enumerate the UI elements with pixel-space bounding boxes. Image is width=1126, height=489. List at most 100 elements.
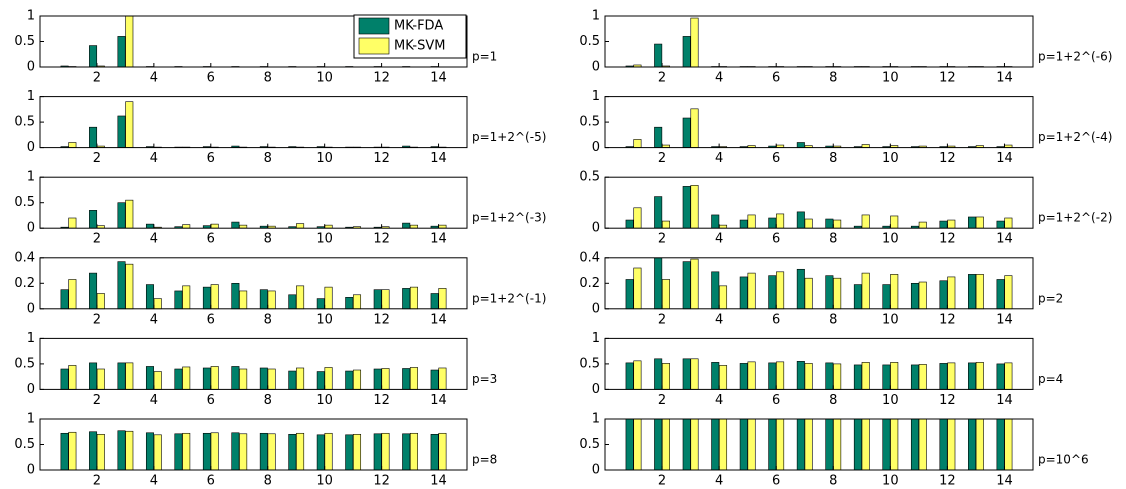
bar <box>89 126 98 148</box>
bar <box>939 280 948 310</box>
bar <box>861 362 870 390</box>
bar <box>202 432 211 471</box>
y-tick-label: 0 <box>27 140 35 155</box>
x-tick-label: 8 <box>829 71 837 86</box>
bar <box>853 364 862 390</box>
bar <box>409 367 418 390</box>
x-tick-label: 2 <box>658 151 666 166</box>
bar <box>739 219 748 229</box>
bar <box>117 362 126 390</box>
bar <box>796 361 805 390</box>
x-tick-label: 10 <box>882 393 899 408</box>
x-tick-label: 8 <box>264 312 272 327</box>
x-tick-label: 8 <box>829 151 837 166</box>
y-tick-label: 0 <box>27 60 35 75</box>
bar <box>89 431 98 471</box>
bar <box>947 418 956 471</box>
bar <box>654 126 663 148</box>
bar <box>768 418 777 471</box>
bar <box>825 275 834 310</box>
bar <box>117 261 126 310</box>
x-tick-label: 8 <box>264 232 272 247</box>
annotation: p=3 <box>472 372 497 386</box>
bar <box>853 418 862 471</box>
subplot: 0 0.2 0.4 2 4 6 8 10 12 14 p=2 <box>579 250 1063 327</box>
bar <box>324 286 333 310</box>
bar <box>409 432 418 471</box>
bar <box>402 222 411 229</box>
bar <box>296 367 305 390</box>
y-tick-label: 0 <box>592 140 600 155</box>
bar <box>1004 217 1013 229</box>
x-tick-label: 8 <box>264 71 272 86</box>
bar <box>918 221 927 229</box>
x-tick-label: 12 <box>373 393 390 408</box>
bar <box>353 294 362 310</box>
subplot: 00.512 4 6 8 10 12 14p=1+2^(-5) <box>14 89 546 166</box>
x-tick-label: 12 <box>939 232 956 247</box>
bar <box>682 418 691 471</box>
axes-box <box>604 96 1034 149</box>
bar <box>60 289 69 310</box>
bar <box>890 362 899 390</box>
bar <box>739 363 748 390</box>
bar <box>68 217 77 229</box>
bar <box>804 277 813 310</box>
x-tick-label: 6 <box>207 474 215 489</box>
x-tick-label: 6 <box>772 312 780 327</box>
x-tick-label: 8 <box>829 474 837 489</box>
bar <box>654 257 663 310</box>
bar <box>430 369 439 390</box>
axes-box <box>604 176 1034 229</box>
bar <box>145 223 154 229</box>
x-tick-label: 14 <box>430 312 447 327</box>
bar <box>739 276 748 310</box>
bar <box>345 434 354 471</box>
y-tick-label: 1 <box>27 331 35 346</box>
bar <box>316 371 325 390</box>
bar <box>153 298 162 310</box>
bar <box>690 108 699 148</box>
bar <box>690 258 699 310</box>
bar <box>267 290 276 310</box>
bar <box>939 363 948 390</box>
annotation: p=2 <box>1038 291 1063 305</box>
bar <box>60 368 69 390</box>
bar <box>910 364 919 390</box>
bar <box>125 263 134 310</box>
bar <box>1004 275 1013 310</box>
bar <box>796 211 805 229</box>
y-tick-label: 1 <box>27 89 35 104</box>
bar <box>825 362 834 390</box>
bar <box>353 369 362 390</box>
y-tick-label: 0.5 <box>14 34 35 49</box>
bar <box>918 364 927 390</box>
bar <box>711 214 720 229</box>
x-tick-label: 12 <box>373 312 390 327</box>
x-tick-label: 6 <box>772 151 780 166</box>
y-tick-label: 0 <box>27 221 35 236</box>
bar <box>210 223 219 229</box>
x-tick-label: 12 <box>373 232 390 247</box>
bar <box>625 418 634 471</box>
bar <box>117 430 126 471</box>
x-tick-label: 2 <box>93 71 101 86</box>
bar <box>768 362 777 390</box>
bar <box>125 430 134 471</box>
bar <box>682 261 691 310</box>
x-tick-label: 8 <box>264 474 272 489</box>
x-tick-label: 12 <box>939 151 956 166</box>
bar <box>690 185 699 229</box>
x-tick-label: 6 <box>772 393 780 408</box>
x-tick-label: 12 <box>939 474 956 489</box>
bar <box>117 115 126 148</box>
y-tick-label: 1 <box>27 170 35 185</box>
bar <box>174 290 183 310</box>
x-tick-label: 12 <box>939 312 956 327</box>
bar <box>739 418 748 471</box>
y-tick-label: 0.5 <box>579 115 600 130</box>
bar <box>996 279 1005 310</box>
bar <box>968 362 977 390</box>
y-tick-label: 0.4 <box>14 250 35 265</box>
x-tick-label: 14 <box>430 151 447 166</box>
